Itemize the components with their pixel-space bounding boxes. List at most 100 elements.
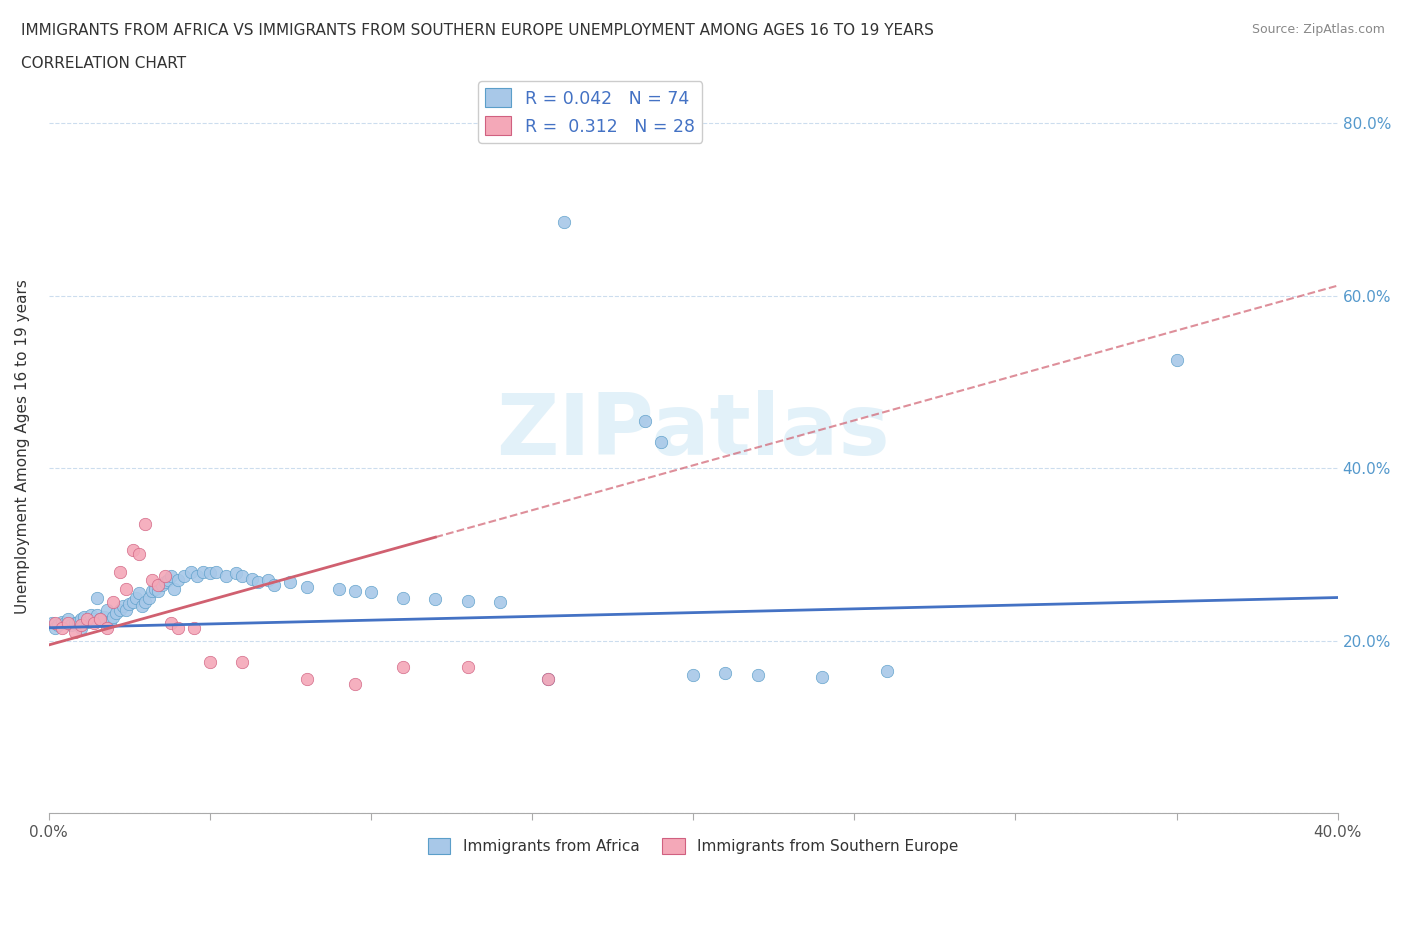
Point xyxy=(198,566,221,581)
Point xyxy=(392,591,415,605)
Point xyxy=(93,609,115,624)
Point xyxy=(682,668,704,683)
Point xyxy=(70,620,93,635)
Point xyxy=(148,578,170,592)
Text: CORRELATION CHART: CORRELATION CHART xyxy=(21,56,186,71)
Point xyxy=(153,568,176,583)
Point xyxy=(115,603,138,618)
Point xyxy=(225,566,247,581)
Point xyxy=(425,591,447,606)
Point xyxy=(205,565,228,579)
Point xyxy=(193,565,215,579)
Point xyxy=(111,599,134,614)
Point xyxy=(89,612,111,627)
Point xyxy=(343,583,366,598)
Point xyxy=(98,614,121,629)
Point xyxy=(231,655,253,670)
Point xyxy=(198,655,221,670)
Point xyxy=(96,603,118,618)
Point xyxy=(457,593,479,608)
Point xyxy=(876,663,898,678)
Point xyxy=(121,543,143,558)
Point xyxy=(328,581,350,596)
Text: ZIPatlas: ZIPatlas xyxy=(496,391,890,473)
Point xyxy=(56,616,79,631)
Point xyxy=(240,571,263,586)
Point xyxy=(108,603,131,618)
Y-axis label: Unemployment Among Ages 16 to 19 years: Unemployment Among Ages 16 to 19 years xyxy=(15,279,30,614)
Point xyxy=(215,568,238,583)
Point xyxy=(44,620,66,635)
Point xyxy=(166,620,188,635)
Point xyxy=(153,575,176,590)
Text: Source: ZipAtlas.com: Source: ZipAtlas.com xyxy=(1251,23,1385,36)
Point xyxy=(160,616,183,631)
Point xyxy=(89,612,111,627)
Point xyxy=(83,612,105,627)
Point xyxy=(86,607,108,622)
Point xyxy=(173,568,195,583)
Point xyxy=(118,597,141,612)
Point xyxy=(714,666,737,681)
Point xyxy=(76,612,98,627)
Point xyxy=(51,620,73,635)
Point xyxy=(141,583,163,598)
Point xyxy=(134,594,156,609)
Point xyxy=(115,581,138,596)
Point xyxy=(60,618,83,632)
Point xyxy=(73,609,96,624)
Point xyxy=(83,616,105,631)
Point xyxy=(156,573,179,588)
Point xyxy=(231,568,253,583)
Point xyxy=(650,435,672,450)
Point xyxy=(360,585,382,600)
Point xyxy=(96,620,118,635)
Point xyxy=(280,575,302,590)
Point xyxy=(143,581,166,596)
Text: IMMIGRANTS FROM AFRICA VS IMMIGRANTS FROM SOUTHERN EUROPE UNEMPLOYMENT AMONG AGE: IMMIGRANTS FROM AFRICA VS IMMIGRANTS FRO… xyxy=(21,23,934,38)
Point xyxy=(125,591,148,605)
Point xyxy=(76,614,98,629)
Point xyxy=(70,612,93,627)
Point xyxy=(343,676,366,691)
Point xyxy=(141,573,163,588)
Point xyxy=(247,575,270,590)
Point xyxy=(257,573,280,588)
Point xyxy=(634,413,657,428)
Point xyxy=(148,583,170,598)
Point xyxy=(263,578,285,592)
Point xyxy=(163,581,186,596)
Point xyxy=(108,565,131,579)
Point xyxy=(180,565,202,579)
Point xyxy=(105,605,128,620)
Point xyxy=(811,670,834,684)
Point xyxy=(56,612,79,627)
Point xyxy=(51,614,73,629)
Point xyxy=(131,599,153,614)
Point xyxy=(138,591,160,605)
Point xyxy=(103,594,125,609)
Point xyxy=(150,578,173,592)
Point xyxy=(70,618,93,632)
Point xyxy=(537,672,560,687)
Point xyxy=(63,625,86,640)
Point xyxy=(457,659,479,674)
Point xyxy=(1166,353,1188,368)
Point xyxy=(66,614,89,629)
Point xyxy=(553,215,575,230)
Point xyxy=(121,594,143,609)
Point xyxy=(160,568,183,583)
Point xyxy=(41,616,63,631)
Point xyxy=(128,547,150,562)
Point xyxy=(48,618,70,632)
Point xyxy=(537,672,560,687)
Point xyxy=(79,607,101,622)
Point xyxy=(86,591,108,605)
Point xyxy=(128,586,150,601)
Legend: Immigrants from Africa, Immigrants from Southern Europe: Immigrants from Africa, Immigrants from … xyxy=(422,831,965,860)
Point xyxy=(103,609,125,624)
Point xyxy=(166,573,188,588)
Point xyxy=(183,620,205,635)
Point xyxy=(134,517,156,532)
Point xyxy=(186,568,208,583)
